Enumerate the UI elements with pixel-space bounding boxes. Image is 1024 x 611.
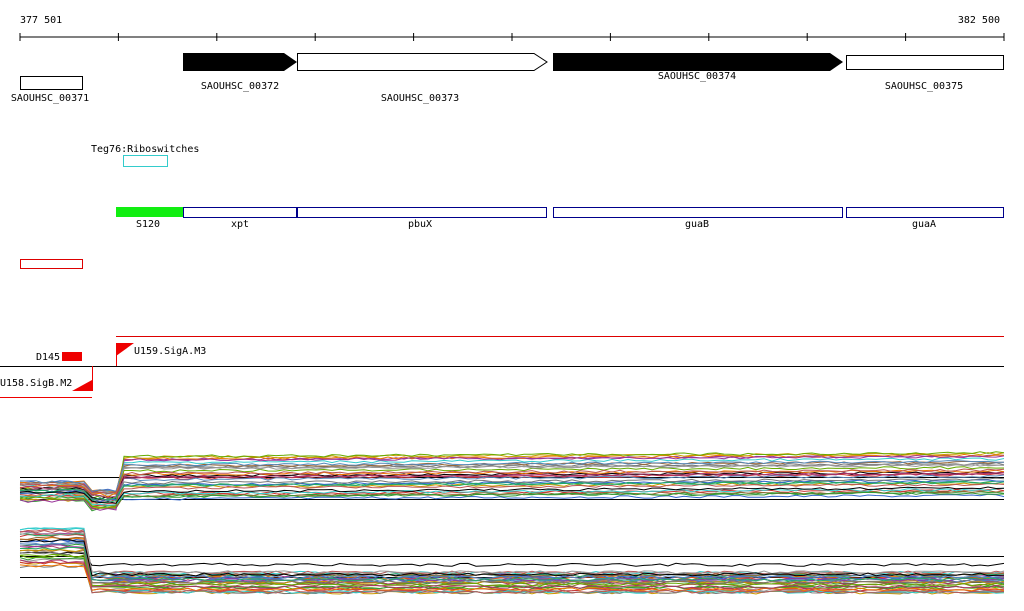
operon-label: guaA bbox=[912, 219, 936, 230]
expression-trace bbox=[19, 477, 1005, 501]
expression-trace bbox=[19, 487, 1005, 506]
gene-label: SAOUHSC_00373 bbox=[381, 93, 459, 104]
promoter-flag bbox=[72, 380, 92, 391]
expression-trace bbox=[19, 542, 1005, 580]
operon bbox=[553, 207, 843, 218]
operon-label: S120 bbox=[136, 219, 160, 230]
features: D145 U159.SigA.M3 U158.SigB.M2 bbox=[0, 336, 1004, 398]
expression-trace bbox=[19, 468, 1005, 494]
genes: SAOUHSC_00371 SAOUHSC_00372 SAOUHSC_0037… bbox=[11, 53, 1004, 104]
expression-trace bbox=[19, 551, 1005, 584]
expression-trace bbox=[19, 473, 1005, 503]
gene-label: SAOUHSC_00374 bbox=[658, 71, 736, 82]
expression-trace bbox=[19, 529, 1005, 575]
expression-trace bbox=[19, 527, 1005, 575]
expression-trace bbox=[19, 463, 1005, 494]
expression-trace bbox=[19, 460, 1004, 492]
deletion bbox=[62, 352, 82, 361]
operon bbox=[183, 207, 297, 218]
promoter-label: U158.SigB.M2 bbox=[0, 378, 72, 389]
ruler-end: 382 500 bbox=[958, 15, 1000, 26]
ruler-ticks bbox=[19, 33, 1005, 41]
operon bbox=[297, 207, 547, 218]
region bbox=[20, 259, 83, 269]
expression-trace bbox=[19, 529, 1005, 594]
operon bbox=[846, 207, 1004, 218]
expression-trace bbox=[19, 547, 1005, 582]
ruler-start: 377 501 bbox=[20, 15, 62, 26]
expression-trace bbox=[19, 559, 1005, 589]
expression-profiles bbox=[19, 451, 1005, 595]
expression-trace bbox=[19, 455, 1005, 511]
ruler: 377 501 382 500 bbox=[19, 15, 1005, 41]
expression-trace bbox=[19, 491, 1005, 512]
riboswitch bbox=[123, 155, 168, 167]
expression-trace bbox=[19, 457, 1005, 494]
gene-arrow bbox=[553, 53, 843, 71]
expression-trace bbox=[19, 486, 1005, 504]
gene bbox=[846, 55, 1004, 70]
expression-trace bbox=[19, 474, 1005, 502]
expression-trace bbox=[19, 538, 1004, 577]
expression-trace bbox=[19, 532, 1005, 575]
gene-label: SAOUHSC_00375 bbox=[885, 81, 963, 92]
riboswitch-label: Teg76:Riboswitches bbox=[91, 144, 199, 155]
expression-trace bbox=[19, 564, 1005, 592]
expression-trace bbox=[19, 527, 1005, 594]
expression-trace bbox=[19, 483, 1005, 506]
promoter-flag bbox=[116, 343, 134, 356]
expression-trace bbox=[20, 533, 1005, 578]
operons: S120 xpt pbuX guaB guaA bbox=[116, 207, 1004, 230]
deletion-label: D145 bbox=[36, 352, 60, 363]
operon bbox=[116, 207, 183, 217]
operon-label: guaB bbox=[685, 219, 709, 230]
operon-label: pbuX bbox=[408, 219, 432, 230]
expression-trace bbox=[19, 480, 1005, 501]
expression-trace bbox=[19, 465, 1005, 499]
expression-trace bbox=[19, 530, 1005, 578]
expression-trace bbox=[19, 451, 1005, 509]
expression-trace bbox=[19, 471, 1005, 499]
gene-label: SAOUHSC_00371 bbox=[11, 93, 89, 104]
gene-arrow bbox=[183, 53, 297, 71]
expression-trace bbox=[19, 462, 1005, 497]
operon-label: xpt bbox=[231, 219, 249, 230]
expression-trace bbox=[19, 491, 1005, 509]
expression-trace bbox=[19, 551, 1005, 567]
expression-trace bbox=[20, 480, 1005, 501]
expression-trace bbox=[19, 554, 1005, 587]
promoter-label: U159.SigA.M3 bbox=[134, 346, 206, 357]
gene bbox=[20, 76, 83, 90]
gene-arrow bbox=[297, 53, 548, 71]
gene-label: SAOUHSC_00372 bbox=[201, 81, 279, 92]
